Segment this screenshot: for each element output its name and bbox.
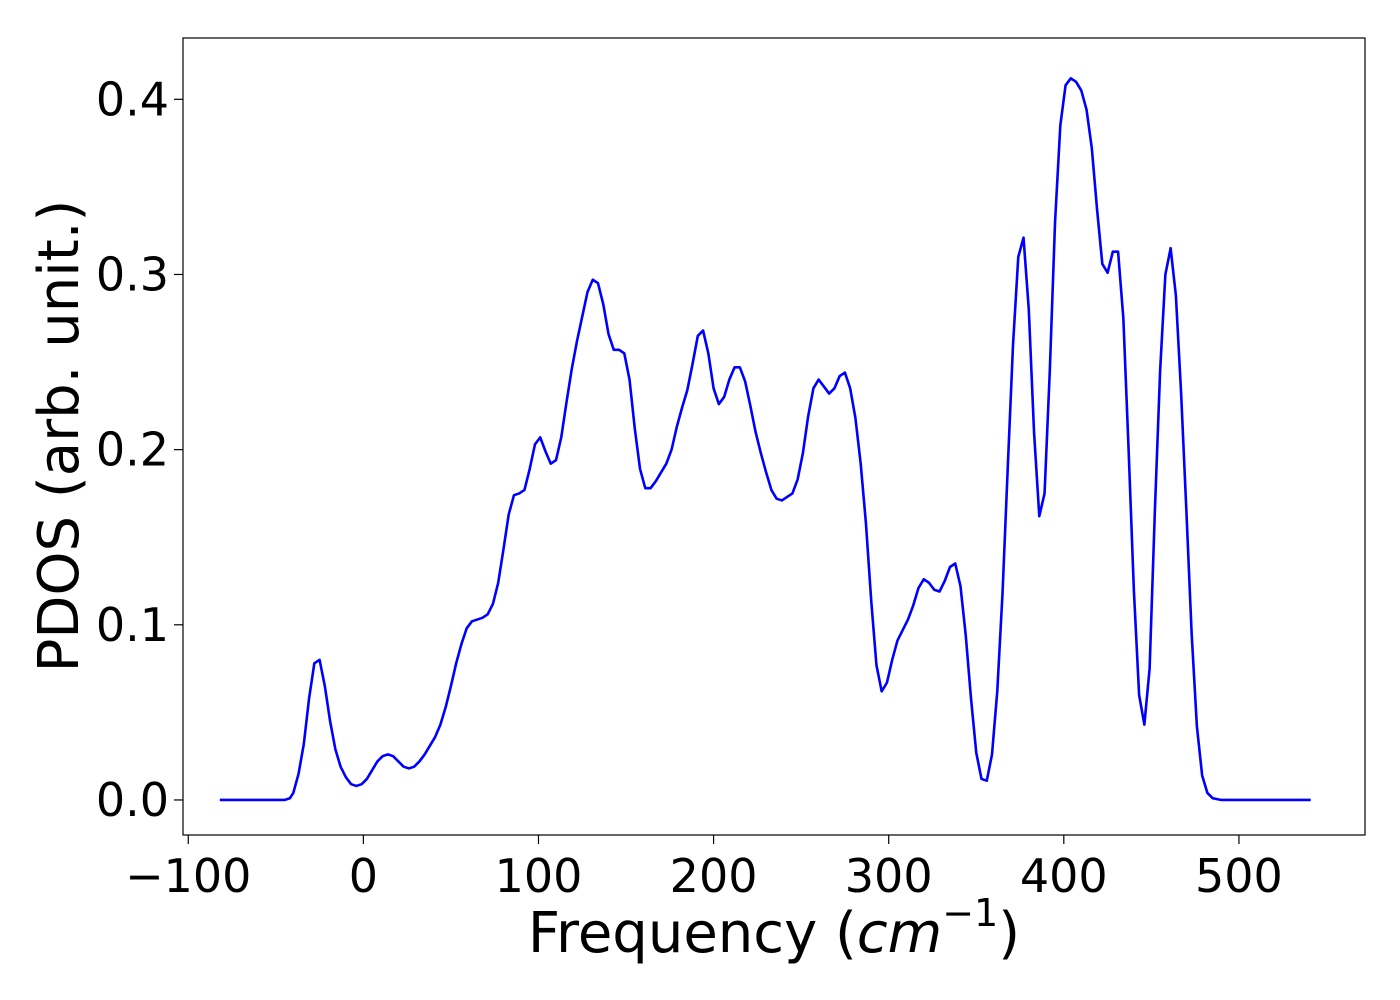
x-tick-label: 100: [495, 849, 583, 903]
x-tick-label: 300: [845, 849, 933, 903]
series-group: [219, 76, 1311, 802]
x-tick-label: 400: [1020, 849, 1108, 903]
y-axis-ticks: 0.0 0.1 0.2 0.3 0.4: [96, 72, 183, 827]
x-tick-label: −100: [125, 849, 251, 903]
y-tick-label: 0.4: [96, 72, 169, 126]
x-tick-label: 200: [670, 849, 758, 903]
y-tick-label: 0.1: [96, 598, 169, 652]
x-tick-label: 500: [1195, 849, 1283, 903]
x-axis-title-exponent: −1: [942, 891, 998, 935]
x-axis-ticks: −100 0 100 200 300 400 500: [125, 835, 1283, 903]
x-axis-title-main: Frequency (: [528, 901, 857, 966]
x-axis-title-unit: cm: [857, 901, 942, 966]
y-axis-title: PDOS (arb. unit.): [27, 200, 92, 673]
y-tick-label: 0.0: [96, 773, 169, 827]
x-axis-title-close: ): [998, 901, 1020, 966]
y-tick-label: 0.2: [96, 423, 169, 477]
y-tick-label: 0.3: [96, 247, 169, 301]
x-axis-title: Frequency (cm−1): [528, 891, 1020, 966]
x-tick-label: 0: [349, 849, 378, 903]
plot-frame: [182, 37, 1366, 836]
pdos-line: [219, 76, 1311, 802]
